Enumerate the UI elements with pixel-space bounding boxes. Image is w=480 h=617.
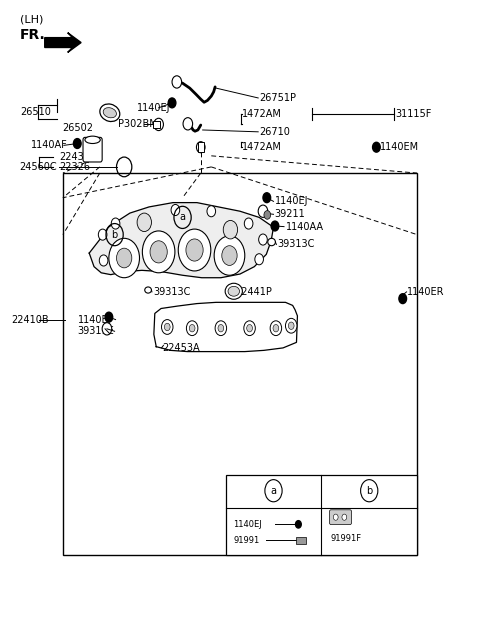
Circle shape [259, 234, 267, 245]
Text: 39313C: 39313C [153, 287, 190, 297]
Circle shape [105, 312, 113, 322]
FancyBboxPatch shape [329, 510, 351, 524]
Circle shape [342, 514, 347, 520]
Circle shape [186, 321, 198, 336]
Circle shape [244, 218, 253, 229]
Circle shape [111, 218, 120, 229]
Circle shape [258, 205, 268, 217]
Circle shape [255, 254, 264, 265]
Circle shape [214, 236, 245, 275]
Text: 1140ER: 1140ER [407, 287, 444, 297]
Text: 22326: 22326 [59, 162, 90, 172]
Text: 26710: 26710 [259, 127, 290, 137]
Bar [226, 474, 417, 555]
Circle shape [161, 320, 173, 334]
Circle shape [222, 246, 237, 265]
Circle shape [117, 248, 132, 268]
Circle shape [247, 325, 252, 332]
Text: 1140EJ: 1140EJ [137, 103, 170, 113]
Ellipse shape [103, 107, 117, 118]
Text: P302BM: P302BM [118, 120, 158, 130]
Circle shape [154, 118, 163, 131]
Text: 1472AM: 1472AM [242, 109, 282, 119]
Text: 22441P: 22441P [235, 287, 272, 297]
Circle shape [73, 139, 81, 149]
Text: 26502: 26502 [62, 123, 93, 133]
Text: a: a [271, 486, 276, 495]
Text: (LH): (LH) [20, 14, 43, 24]
Circle shape [143, 231, 175, 273]
Circle shape [183, 118, 192, 130]
Circle shape [168, 98, 176, 108]
Text: b: b [111, 230, 118, 239]
Ellipse shape [268, 238, 276, 246]
Text: b: b [366, 486, 372, 495]
Text: 1140AF: 1140AF [31, 140, 68, 151]
Circle shape [333, 514, 338, 520]
Circle shape [271, 221, 279, 231]
Circle shape [270, 321, 282, 336]
Circle shape [186, 239, 203, 261]
Circle shape [164, 323, 170, 331]
Circle shape [196, 142, 205, 153]
Ellipse shape [85, 136, 100, 144]
Circle shape [102, 323, 112, 335]
Circle shape [296, 521, 301, 528]
Circle shape [263, 193, 271, 202]
Circle shape [264, 210, 271, 219]
Polygon shape [89, 202, 274, 278]
Circle shape [150, 241, 167, 263]
Text: 22430: 22430 [59, 152, 90, 162]
Circle shape [98, 229, 107, 240]
Text: 1140EJ: 1140EJ [233, 520, 262, 529]
Text: 39313C: 39313C [277, 239, 315, 249]
Text: 26751P: 26751P [259, 93, 296, 103]
Circle shape [399, 294, 407, 304]
Ellipse shape [145, 287, 152, 293]
Circle shape [171, 204, 180, 215]
Ellipse shape [100, 104, 120, 122]
Circle shape [189, 325, 195, 332]
Bar [297, 537, 306, 544]
Text: 31115F: 31115F [396, 109, 432, 119]
Circle shape [218, 325, 224, 332]
Text: 22410B: 22410B [11, 315, 49, 325]
Circle shape [215, 321, 227, 336]
Circle shape [99, 255, 108, 266]
Text: 26510: 26510 [20, 107, 51, 117]
Ellipse shape [228, 286, 240, 296]
FancyBboxPatch shape [83, 138, 102, 162]
Polygon shape [154, 302, 298, 352]
Circle shape [137, 213, 152, 231]
Polygon shape [45, 33, 81, 52]
Circle shape [273, 325, 279, 332]
Circle shape [244, 321, 255, 336]
Bar [63, 173, 417, 555]
Text: 91991F: 91991F [331, 534, 362, 543]
Text: 39311E: 39311E [77, 326, 114, 336]
Text: 1140AA: 1140AA [286, 222, 324, 231]
Text: 24560C: 24560C [19, 162, 57, 172]
Circle shape [288, 322, 294, 329]
Text: a: a [180, 212, 186, 222]
Circle shape [109, 238, 140, 278]
Text: 1140EJ: 1140EJ [275, 196, 308, 206]
Text: 1472AM: 1472AM [242, 142, 282, 152]
Circle shape [286, 318, 297, 333]
Circle shape [207, 205, 216, 217]
Text: 91991: 91991 [233, 536, 260, 545]
Text: FR.: FR. [20, 28, 46, 41]
Bar [153, 121, 160, 128]
Circle shape [172, 76, 181, 88]
Text: 1140EM: 1140EM [380, 142, 419, 152]
Text: 22453A: 22453A [162, 343, 200, 353]
Circle shape [178, 229, 211, 271]
Bar [198, 143, 204, 152]
Text: 39211: 39211 [275, 209, 305, 219]
Ellipse shape [225, 283, 242, 299]
Text: 1140EJ: 1140EJ [78, 315, 112, 325]
Circle shape [372, 143, 380, 152]
Circle shape [223, 220, 238, 239]
